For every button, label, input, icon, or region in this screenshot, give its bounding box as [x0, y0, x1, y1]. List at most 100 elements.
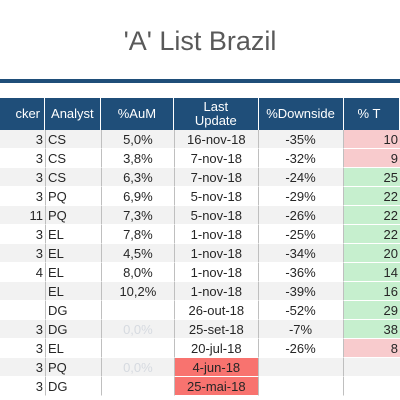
- downside-cell: -7%: [258, 320, 344, 339]
- aum-cell: 0,0%: [100, 358, 175, 377]
- analyst-cell: DG: [45, 320, 101, 339]
- aum-cell: 4,5%: [100, 244, 175, 263]
- downside-cell: -24%: [258, 168, 344, 187]
- return-cell: 29: [343, 301, 400, 320]
- downside-cell: -26%: [258, 206, 344, 225]
- aum-cell: 6,3%: [100, 168, 175, 187]
- column-header-return[interactable]: % T: [343, 98, 400, 130]
- downside-cell: -39%: [258, 282, 344, 301]
- table-row[interactable]: 3 PQ 6,9% 5-nov-18 -29% 22: [0, 187, 400, 206]
- analyst-cell: DG: [45, 377, 101, 396]
- ticker-cell: 3: [0, 339, 46, 358]
- last-update-cell: 7-nov-18: [174, 149, 259, 168]
- analyst-cell: CS: [45, 168, 101, 187]
- downside-cell: -29%: [258, 187, 344, 206]
- aum-cell: 0,0%: [100, 320, 175, 339]
- column-header-last-update-line1: Last: [203, 99, 229, 114]
- table-row[interactable]: 3 EL 4,5% 1-nov-18 -34% 20: [0, 244, 400, 263]
- ticker-cell: 11: [0, 206, 46, 225]
- last-update-cell: 20-jul-18: [174, 339, 259, 358]
- aum-cell: [100, 339, 175, 358]
- table-row[interactable]: EL 10,2% 1-nov-18 -39% 16: [0, 282, 400, 301]
- last-update-cell: 1-nov-18: [174, 282, 259, 301]
- column-header-last-update[interactable]: Last Update: [174, 98, 259, 130]
- analyst-cell: EL: [45, 225, 101, 244]
- title-divider: [0, 79, 400, 83]
- aum-cell: 7,8%: [100, 225, 175, 244]
- column-header-analyst[interactable]: Analyst: [45, 98, 101, 130]
- last-update-cell: 4-jun-18: [174, 358, 259, 377]
- ticker-cell: 3: [0, 225, 46, 244]
- ticker-cell: 3: [0, 377, 46, 396]
- ticker-cell: 3: [0, 187, 46, 206]
- a-list-table: cker Analyst %AuM Last Update %Downside …: [0, 98, 400, 396]
- column-header-last-update-line2: Update: [194, 113, 237, 128]
- table-row[interactable]: 3 DG 0,0% 25-set-18 -7% 38: [0, 320, 400, 339]
- ticker-cell: 3: [0, 149, 46, 168]
- downside-cell: -34%: [258, 244, 344, 263]
- table-row[interactable]: 3 CS 3,8% 7-nov-18 -32% 9: [0, 149, 400, 168]
- downside-cell: -26%: [258, 339, 344, 358]
- table-row[interactable]: 3 CS 5,0% 16-nov-18 -35% 10: [0, 130, 400, 149]
- table-row[interactable]: 3 EL 20-jul-18 -26% 8: [0, 339, 400, 358]
- table-row[interactable]: 11 PQ 7,3% 5-nov-18 -26% 22: [0, 206, 400, 225]
- ticker-cell: 4: [0, 263, 46, 282]
- downside-cell: [258, 377, 344, 396]
- aum-cell: 8,0%: [100, 263, 175, 282]
- ticker-cell: [0, 282, 46, 301]
- last-update-cell: 26-out-18: [174, 301, 259, 320]
- analyst-cell: DG: [45, 301, 101, 320]
- table-row[interactable]: 3 PQ 0,0% 4-jun-18: [0, 358, 400, 377]
- analyst-cell: CS: [45, 149, 101, 168]
- last-update-cell: 1-nov-18: [174, 263, 259, 282]
- last-update-cell: 1-nov-18: [174, 244, 259, 263]
- downside-cell: -52%: [258, 301, 344, 320]
- return-cell: 25: [343, 168, 400, 187]
- last-update-cell: 5-nov-18: [174, 206, 259, 225]
- return-cell: 22: [343, 225, 400, 244]
- column-header-downside[interactable]: %Downside: [258, 98, 344, 130]
- ticker-cell: 3: [0, 320, 46, 339]
- analyst-cell: PQ: [45, 206, 101, 225]
- return-cell: 9: [343, 149, 400, 168]
- return-cell: 14: [343, 263, 400, 282]
- aum-cell: [100, 377, 175, 396]
- return-cell: 10: [343, 130, 400, 149]
- last-update-cell: 25-mai-18: [174, 377, 259, 396]
- analyst-cell: EL: [45, 263, 101, 282]
- downside-cell: -32%: [258, 149, 344, 168]
- aum-cell: 3,8%: [100, 149, 175, 168]
- return-cell: 22: [343, 206, 400, 225]
- table-row[interactable]: 3 EL 7,8% 1-nov-18 -25% 22: [0, 225, 400, 244]
- last-update-cell: 1-nov-18: [174, 225, 259, 244]
- ticker-cell: [0, 301, 46, 320]
- return-cell: 38: [343, 320, 400, 339]
- ticker-cell: 3: [0, 358, 46, 377]
- return-cell: [343, 358, 400, 377]
- table-row[interactable]: 3 DG 25-mai-18: [0, 377, 400, 396]
- ticker-cell: 3: [0, 130, 46, 149]
- page-title: 'A' List Brazil: [123, 26, 277, 56]
- last-update-cell: 7-nov-18: [174, 168, 259, 187]
- column-header-ticker[interactable]: cker: [0, 98, 46, 130]
- analyst-cell: CS: [45, 130, 101, 149]
- last-update-cell: 25-set-18: [174, 320, 259, 339]
- table-row[interactable]: DG 26-out-18 -52% 29: [0, 301, 400, 320]
- column-header-aum[interactable]: %AuM: [100, 98, 175, 130]
- ticker-cell: 3: [0, 168, 46, 187]
- analyst-cell: EL: [45, 244, 101, 263]
- return-cell: 20: [343, 244, 400, 263]
- analyst-cell: PQ: [45, 358, 101, 377]
- return-cell: 8: [343, 339, 400, 358]
- aum-cell: 7,3%: [100, 206, 175, 225]
- aum-cell: 5,0%: [100, 130, 175, 149]
- table-row[interactable]: 4 EL 8,0% 1-nov-18 -36% 14: [0, 263, 400, 282]
- last-update-cell: 5-nov-18: [174, 187, 259, 206]
- aum-cell: [100, 301, 175, 320]
- downside-cell: -36%: [258, 263, 344, 282]
- table-row[interactable]: 3 CS 6,3% 7-nov-18 -24% 25: [0, 168, 400, 187]
- downside-cell: -35%: [258, 130, 344, 149]
- aum-cell: 10,2%: [100, 282, 175, 301]
- analyst-cell: EL: [45, 339, 101, 358]
- last-update-cell: 16-nov-18: [174, 130, 259, 149]
